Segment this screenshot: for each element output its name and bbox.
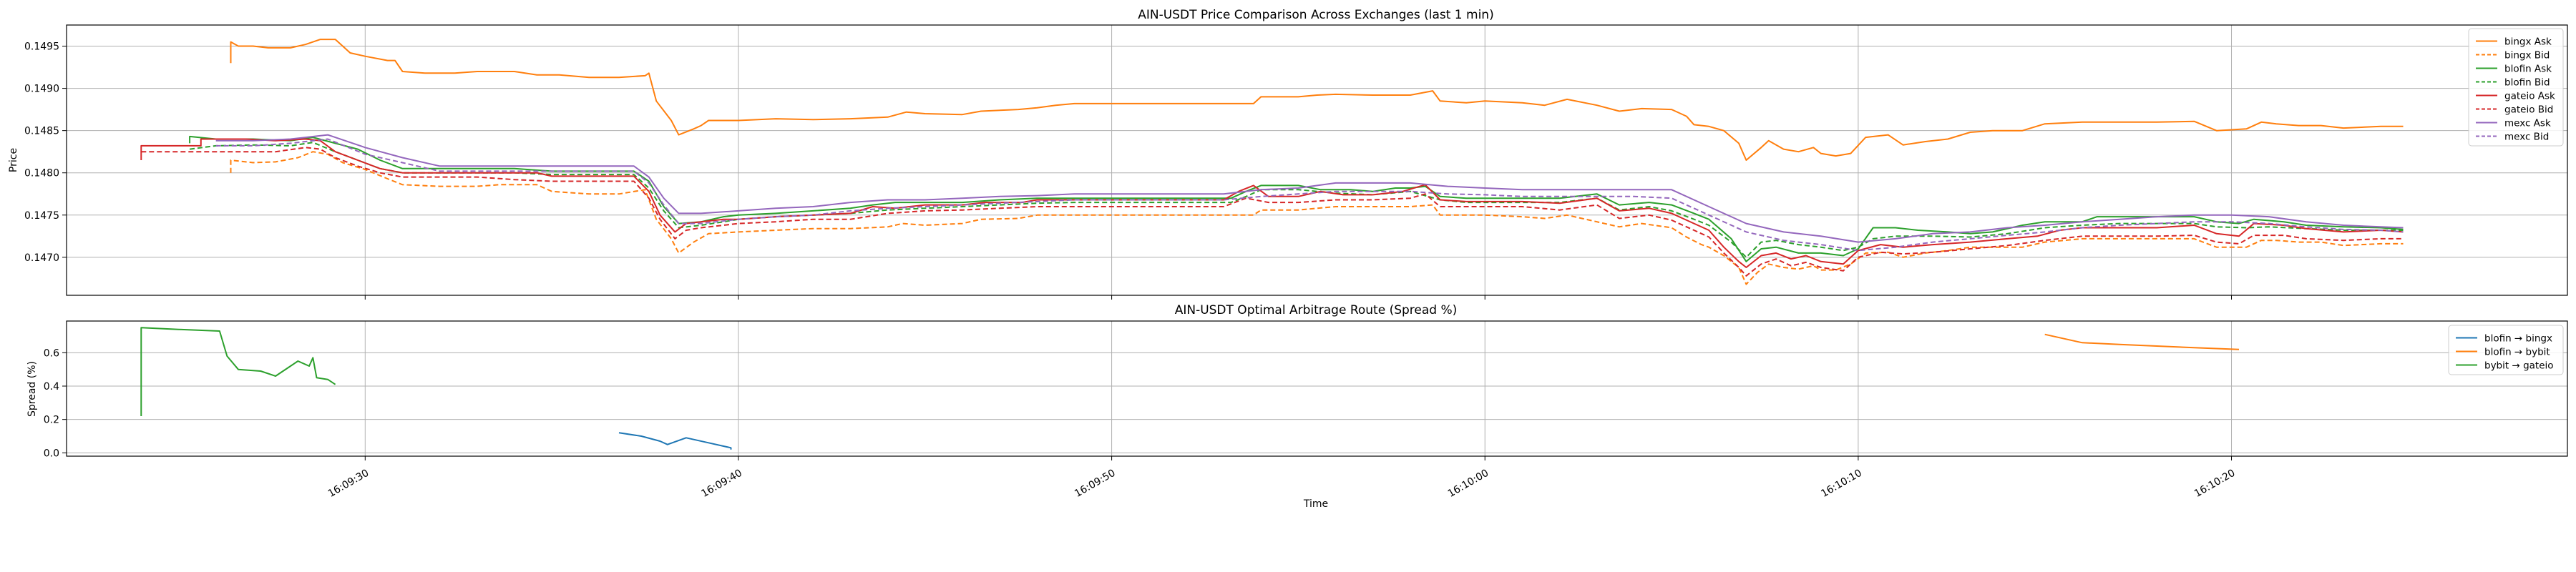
price-ytick-label: 0.1495: [24, 41, 59, 53]
price-legend-item[interactable]: mexc Ask: [2476, 118, 2551, 129]
price-chart-title: AIN-USDT Price Comparison Across Exchang…: [1138, 8, 1493, 22]
spread-legend-item[interactable]: blofin → bybit: [2456, 347, 2550, 358]
spread-chart-title: AIN-USDT Optimal Arbitrage Route (Spread…: [1175, 303, 1458, 317]
price-legend-label: blofin Bid: [2504, 77, 2550, 89]
price-legend-item[interactable]: gateio Bid: [2476, 104, 2553, 116]
price-legend[interactable]: bingx Ask bingx Bid blofin Ask blofin Bid ga…: [2468, 28, 2564, 147]
price-legend-label: mexc Bid: [2504, 132, 2549, 143]
spread-plot-frame: [66, 320, 2568, 457]
price-legend-item[interactable]: gateio Ask: [2476, 91, 2555, 102]
price-ytick-label: 0.1475: [24, 210, 59, 222]
price-series-bingx-bid: [230, 151, 2404, 285]
x-axis-label: Time: [1303, 498, 1328, 510]
price-chart: AIN-USDT Price Comparison Across Exchang…: [8, 8, 2568, 296]
spread-legend[interactable]: blofin → bingx blofin → bybit bybit → gate…: [2448, 325, 2564, 375]
spread-ytick-label: 0.0: [44, 448, 59, 459]
price-ytick-label: 0.1470: [24, 252, 59, 264]
price-legend-item[interactable]: blofin Ask: [2476, 64, 2552, 75]
price-legend-label: mexc Ask: [2504, 118, 2551, 129]
price-legend-box: [2468, 28, 2564, 147]
price-series: [140, 39, 2404, 285]
price-legend-label: bingx Ask: [2504, 36, 2552, 48]
price-legend-label: bingx Bid: [2504, 50, 2550, 61]
price-legend-item[interactable]: bingx Ask: [2476, 36, 2552, 48]
spread-series-blofin-bybit: [2044, 333, 2240, 350]
price-series-mexc-ask: [215, 134, 2404, 243]
spread-legend-item[interactable]: blofin → bingx: [2456, 333, 2552, 345]
price-series-bingx-ask: [230, 39, 2404, 161]
spread-legend-label: bybit → gateio: [2484, 360, 2554, 372]
spread-series-bybit-gateio: [140, 327, 336, 416]
spread-legend-item[interactable]: bybit → gateio: [2456, 360, 2554, 372]
price-series-blofin-bid: [189, 142, 2404, 258]
price-ytick-label: 0.1490: [24, 84, 59, 95]
price-y-axis-label: Price: [8, 148, 19, 172]
spread-legend-label: blofin → bingx: [2484, 333, 2552, 345]
price-legend-item[interactable]: blofin Bid: [2476, 77, 2550, 89]
price-legend-label: gateio Ask: [2504, 91, 2555, 102]
price-ytick-label: 0.1480: [24, 168, 59, 179]
price-series-gateio-bid: [141, 147, 2404, 277]
price-legend-item[interactable]: mexc Bid: [2476, 132, 2549, 143]
spread-yticks: 0.0 0.2 0.4 0.6: [44, 347, 67, 459]
spread-legend-label: blofin → bybit: [2484, 347, 2550, 358]
spread-grid: [67, 321, 2567, 456]
spread-ytick-label: 0.6: [44, 347, 59, 359]
price-legend-item[interactable]: bingx Bid: [2476, 50, 2550, 61]
price-legend-label: gateio Bid: [2504, 104, 2553, 116]
spread-series: [140, 327, 2240, 450]
price-ytick-label: 0.1485: [24, 126, 59, 137]
price-legend-label: blofin Ask: [2504, 64, 2552, 75]
spread-ytick-label: 0.2: [44, 415, 59, 426]
price-series-gateio-ask: [140, 138, 2404, 268]
spread-y-axis-label: Spread (%): [26, 361, 38, 417]
spread-ytick-label: 0.4: [44, 381, 59, 393]
price-plot-frame: [66, 24, 2568, 296]
spread-series-blofin-bingx: [618, 432, 732, 450]
price-series-mexc-bid: [215, 138, 2404, 252]
price-yticks: 0.1470 0.1475 0.1480 0.1485 0.1490 0.1495: [24, 41, 67, 264]
